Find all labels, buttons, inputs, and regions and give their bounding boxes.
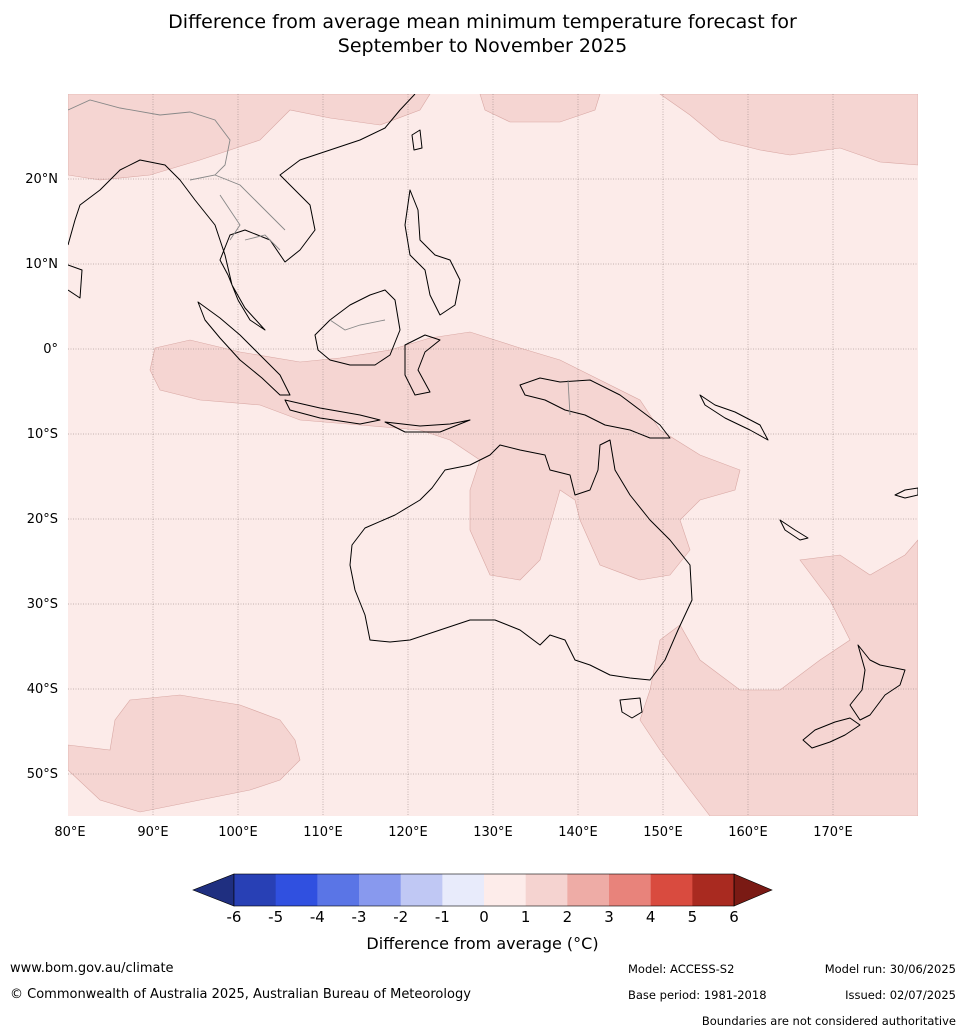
anomaly-region-southern-indian — [68, 694, 301, 813]
taiwan-coastline — [411, 129, 423, 151]
lesser-sunda-coastline — [384, 419, 471, 433]
new-zealand-south-coastline — [802, 717, 861, 749]
lat-label: 0° — [43, 342, 58, 357]
colorbar-swatch — [400, 874, 443, 906]
colorbar-tick-label: -1 — [435, 908, 450, 926]
tasmania-coastline — [619, 697, 643, 719]
lat-label: 10°S — [27, 427, 58, 442]
anomaly-region-tasman — [639, 539, 918, 816]
colorbar-tick-label: -6 — [227, 908, 242, 926]
lon-label: 140°E — [558, 825, 598, 840]
anomaly-region-maritime-continent — [149, 331, 741, 581]
sumatra-coastline — [197, 301, 291, 396]
borneo-coastline — [314, 289, 401, 366]
map-title: Difference from average mean minimum tem… — [0, 10, 965, 58]
lon-label: 90°E — [137, 825, 168, 840]
graticule — [68, 94, 918, 816]
philippines-coastline — [404, 189, 461, 316]
fiji-coastline — [894, 487, 918, 499]
lat-label: 20°S — [27, 512, 58, 527]
colorbar-tick-label: -4 — [310, 908, 325, 926]
sulawesi-coastline — [404, 334, 441, 396]
colorbar-tick-label: 2 — [563, 908, 573, 926]
colorbar-extend-high — [733, 873, 773, 907]
colorbar-tick-label: 3 — [604, 908, 614, 926]
colorbar-tick-label: 6 — [729, 908, 739, 926]
lat-label: 30°S — [27, 597, 58, 612]
latitude-labels: 20°N 10°N 0° 10°S 20°S 30°S 40°S 50°S — [25, 172, 58, 782]
colorbar-swatch — [234, 874, 277, 906]
colorbar-swatch — [525, 874, 568, 906]
country-borders — [68, 99, 571, 416]
new-zealand-north-coastline — [849, 644, 906, 721]
colorbar-swatch — [484, 874, 527, 906]
india-coastline — [68, 264, 83, 299]
disclaimer-text: Boundaries are not considered authoritat… — [701, 1014, 956, 1028]
lon-label: 150°E — [643, 825, 683, 840]
colorbar-swatch — [650, 874, 693, 906]
lat-label: 10°N — [25, 257, 58, 272]
title-line-1: Difference from average mean minimum tem… — [168, 11, 797, 33]
new-caledonia-coastline — [779, 519, 809, 541]
colorbar-extend-low — [192, 873, 235, 907]
colorbar-tick-label: -5 — [268, 908, 283, 926]
anomaly-region-north — [68, 94, 431, 181]
colorbar-swatch — [442, 874, 485, 906]
colorbar-tick-label: 0 — [479, 908, 489, 926]
lon-label: 130°E — [473, 825, 513, 840]
colorbar-tick-label: 5 — [688, 908, 698, 926]
longitude-labels: 80°E 90°E 100°E 110°E 120°E 130°E 140°E … — [54, 825, 852, 840]
colorbar-swatch — [275, 874, 318, 906]
lat-label: 50°S — [27, 767, 58, 782]
asia-mainland-coastline — [68, 94, 416, 331]
colorbar-swatch — [317, 874, 360, 906]
colorbar: -6 -5 -4 -3 -2 -1 0 1 2 3 4 5 6 — [192, 873, 773, 926]
colorbar-label: Difference from average (°C) — [366, 934, 599, 953]
anomaly-regions — [68, 94, 918, 816]
java-coastline — [284, 399, 381, 425]
lon-label: 110°E — [303, 825, 343, 840]
lat-label: 40°S — [27, 682, 58, 697]
colorbar-tick-label: 4 — [646, 908, 656, 926]
colorbar-swatch — [359, 874, 402, 906]
lat-label: 20°N — [25, 172, 58, 187]
lon-label: 170°E — [813, 825, 853, 840]
solomon-islands-coastline — [699, 394, 769, 441]
base-period-text: Base period: 1981-2018 — [628, 988, 767, 1002]
lon-label: 80°E — [54, 825, 85, 840]
anomaly-region-north-east — [659, 94, 918, 166]
australia-coastline — [349, 439, 693, 681]
website-link[interactable]: www.bom.gov.au/climate — [10, 961, 174, 976]
coastlines — [68, 94, 918, 749]
colorbar-frame — [233, 873, 735, 907]
colorbar-tick-label: -3 — [352, 908, 367, 926]
copyright-text: © Commonwealth of Australia 2025, Austra… — [10, 987, 471, 1002]
colorbar-swatch — [567, 874, 610, 906]
new-guinea-coastline — [519, 377, 671, 439]
model-text: Model: ACCESS-S2 — [628, 962, 735, 976]
colorbar-tick-label: -2 — [393, 908, 408, 926]
colorbar-swatch — [609, 874, 652, 906]
lon-label: 120°E — [388, 825, 428, 840]
colorbar-swatch — [692, 874, 735, 906]
colorbar-tick-label: 1 — [521, 908, 531, 926]
issued-text: Issued: 02/07/2025 — [845, 988, 956, 1002]
lon-label: 100°E — [218, 825, 258, 840]
model-run-text: Model run: 30/06/2025 — [824, 962, 956, 976]
anomaly-region-north-pacific — [479, 94, 601, 123]
lon-label: 160°E — [728, 825, 768, 840]
title-line-2: September to November 2025 — [337, 35, 628, 57]
